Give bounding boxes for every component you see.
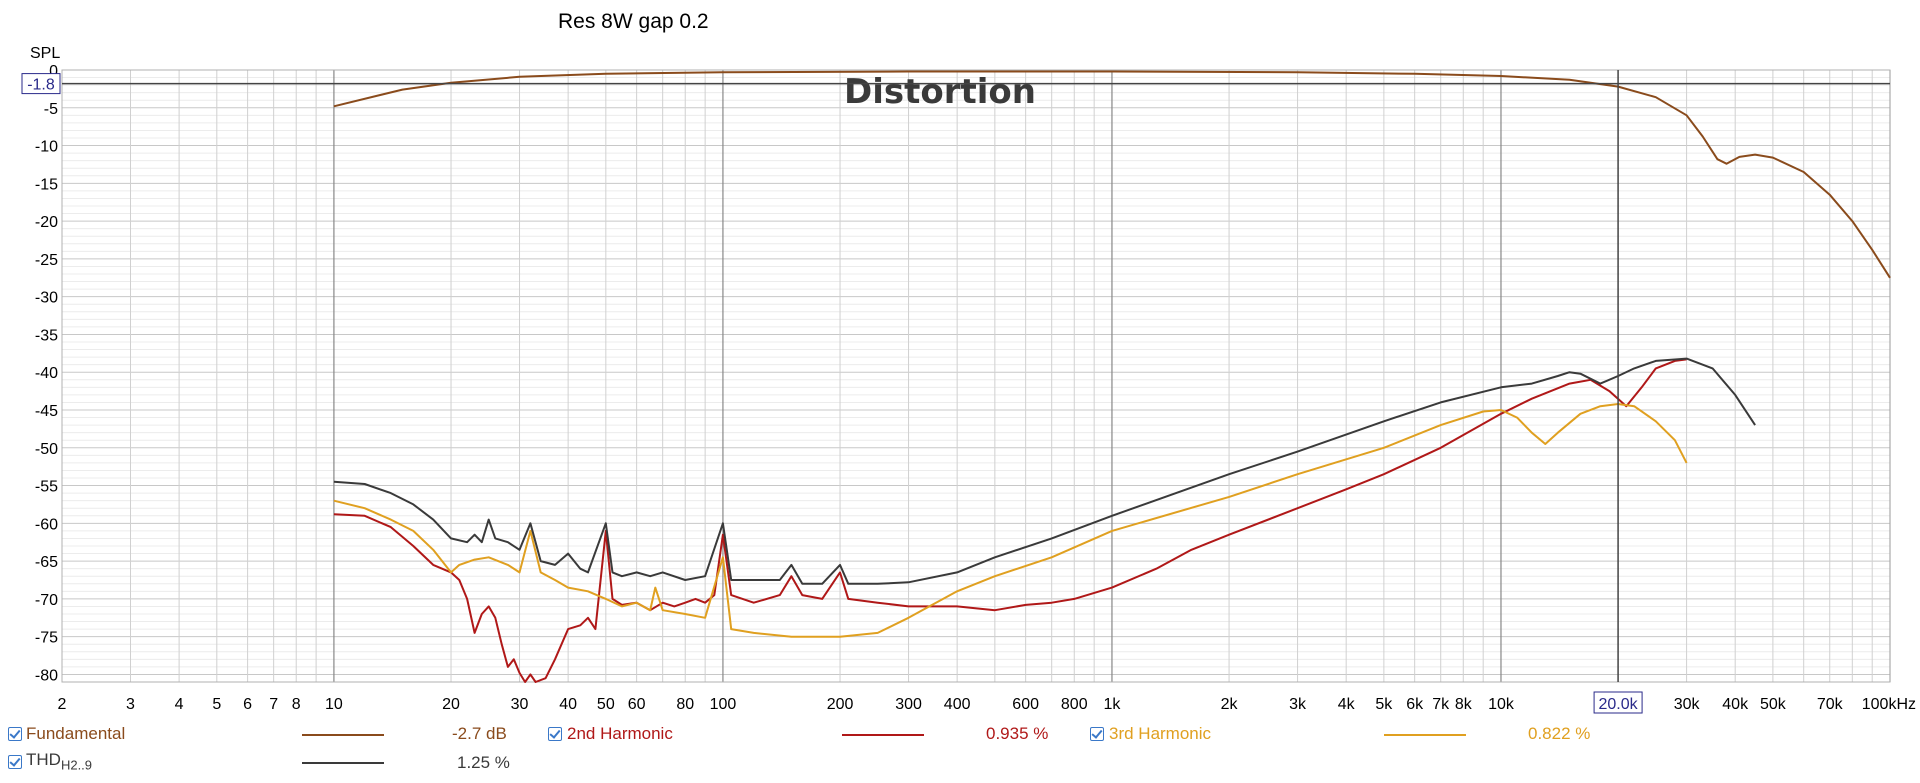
third-harmonic-checkbox[interactable] — [1090, 727, 1104, 741]
x-tick-label: 200 — [827, 696, 854, 713]
y-tick-label: -65 — [35, 554, 58, 571]
cursor-x-readout: 20.0k — [1599, 696, 1639, 713]
distortion-overlay-label: Distortion — [844, 72, 1036, 112]
y-tick-label: -75 — [35, 630, 58, 647]
x-tick-label: 60 — [628, 696, 646, 713]
y-tick-label: -45 — [35, 403, 58, 420]
fundamental-checkbox[interactable] — [8, 727, 22, 741]
series-3rd-harmonic-line — [333, 403, 1688, 638]
legend-thd-label: THDH2..9 — [26, 750, 92, 772]
legend-thd-value: 1.25 % — [457, 753, 510, 772]
x-tick-label: 7 — [269, 696, 278, 713]
legend-thd-name: THD — [26, 750, 61, 769]
x-tick-label: 8k — [1455, 696, 1473, 713]
x-tick-label: 30k — [1674, 696, 1701, 713]
legend-fundamental-swatch — [302, 734, 384, 736]
x-tick-label: 80 — [676, 696, 694, 713]
series-fundamental-line — [333, 70, 1891, 279]
cursor-y-readout-box — [21, 73, 61, 95]
legend-thd-swatch — [302, 762, 384, 764]
x-tick-label: 100 — [710, 696, 737, 713]
x-tick-label: 8 — [292, 696, 301, 713]
y-tick-label: -80 — [35, 667, 58, 684]
y-tick-label: -35 — [35, 327, 58, 344]
thd-checkbox[interactable] — [8, 755, 22, 769]
y-tick-label: -70 — [35, 592, 58, 609]
x-tick-label: 70k — [1817, 696, 1844, 713]
x-tick-label: 3 — [126, 696, 135, 713]
legend-third-harmonic-swatch — [1384, 734, 1466, 736]
x-tick-label: 300 — [895, 696, 922, 713]
x-tick-label: 3k — [1289, 696, 1307, 713]
y-axis-label: SPL — [30, 45, 60, 62]
y-tick-label: -10 — [35, 139, 58, 156]
x-tick-label: 50 — [597, 696, 615, 713]
legend-fundamental-value: -2.7 dB — [452, 724, 507, 743]
x-tick-label: 10 — [325, 696, 343, 713]
x-tick-label: 50k — [1760, 696, 1787, 713]
x-tick-label: 2k — [1221, 696, 1239, 713]
cursor-x-readout-box — [1593, 691, 1643, 714]
cursor-y-readout: -1.8 — [27, 77, 55, 94]
x-tick-label: 10k — [1488, 696, 1515, 713]
y-tick-label: -40 — [35, 365, 58, 382]
x-tick-label: 40 — [559, 696, 577, 713]
series-thd-line — [333, 357, 1756, 585]
y-tick-label: -30 — [35, 290, 58, 307]
legend-third-harmonic-value: 0.822 % — [1528, 724, 1591, 743]
x-tick-label: 4 — [175, 696, 184, 713]
legend-second-harmonic-swatch — [842, 734, 924, 736]
y-tick-label: -20 — [35, 214, 58, 231]
y-tick-label: -50 — [35, 441, 58, 458]
y-tick-label: -60 — [35, 516, 58, 533]
second-harmonic-checkbox[interactable] — [548, 727, 562, 741]
x-tick-label: 800 — [1061, 696, 1088, 713]
x-tick-label: 5k — [1375, 696, 1393, 713]
y-tick-label: -55 — [35, 479, 58, 496]
x-tick-label: 600 — [1012, 696, 1039, 713]
legend-second-harmonic-value: 0.935 % — [986, 724, 1049, 743]
plot-frame — [61, 69, 1891, 683]
y-tick-label: -25 — [35, 252, 58, 269]
chart-title: Res 8W gap 0.2 — [558, 10, 709, 33]
x-tick-label: 6 — [243, 696, 252, 713]
x-tick-label: 400 — [944, 696, 971, 713]
x-tick-label: 30 — [511, 696, 529, 713]
x-tick-label: 2 — [58, 696, 67, 713]
legend-thd-subscript: H2..9 — [60, 757, 93, 773]
x-tick-label: 4k — [1338, 696, 1356, 713]
distortion-chart[interactable]: 0 -5 -10 -15 -20 -25 -30 -35 -40 -45 -50 -55 -60 -65 -… — [0, 0, 1920, 730]
legend-fundamental-label: Fundamental — [26, 724, 126, 743]
x-tick-label: 100kHz — [1862, 696, 1916, 713]
y-tick-label: -5 — [44, 101, 58, 118]
x-tick-label: 20 — [442, 696, 460, 713]
legend-third-harmonic-label: 3rd Harmonic — [1109, 724, 1212, 743]
legend-second-harmonic-label: 2nd Harmonic — [567, 724, 673, 743]
x-tick-label: 7k — [1432, 696, 1450, 713]
x-tick-label: 40k — [1722, 696, 1749, 713]
x-tick-label: 1k — [1104, 696, 1122, 713]
y-tick-label: 0 — [49, 63, 58, 80]
x-tick-label: 6k — [1406, 696, 1424, 713]
x-tick-label: 5 — [212, 696, 221, 713]
y-tick-label: -15 — [35, 176, 58, 193]
